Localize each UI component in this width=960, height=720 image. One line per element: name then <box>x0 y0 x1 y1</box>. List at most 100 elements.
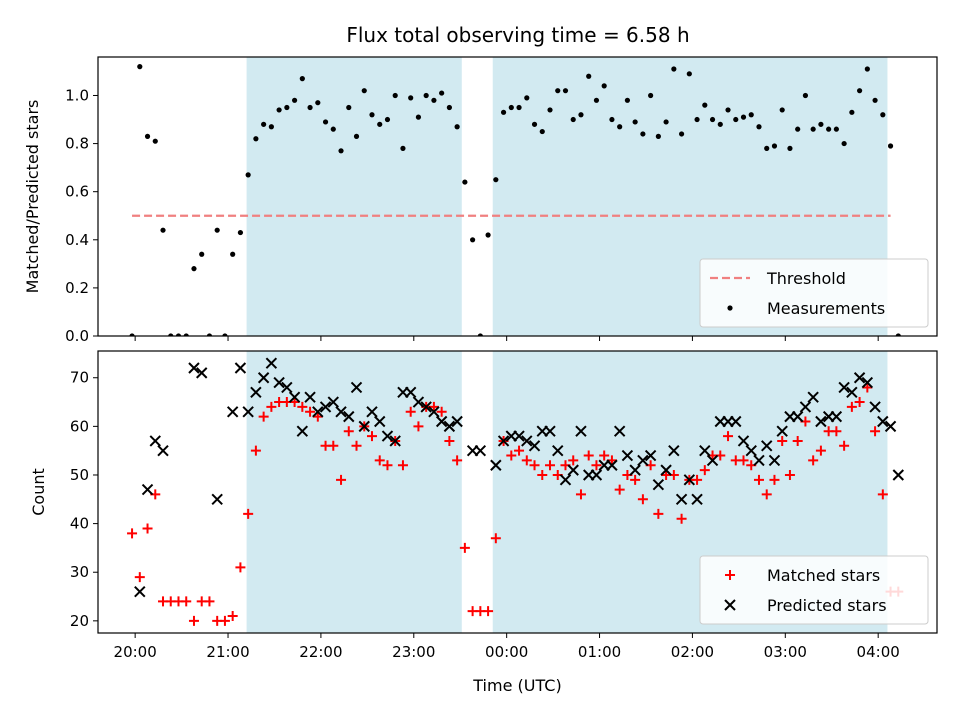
predicted-star-point <box>660 464 672 476</box>
measurement-point <box>261 121 267 127</box>
measurement-point <box>810 126 816 132</box>
measurement-point <box>493 177 499 183</box>
matched-star-point <box>243 508 254 519</box>
predicted-star-point <box>528 440 541 452</box>
measurement-point <box>276 107 282 113</box>
matched-star-point <box>506 450 517 461</box>
predicted-star-point <box>846 386 858 399</box>
measurement-point <box>144 133 151 139</box>
matched-star-point <box>854 397 865 408</box>
legend-marker <box>725 570 735 580</box>
predicted-star-point <box>420 401 432 413</box>
matched-star-point <box>521 455 532 466</box>
matched-star-point <box>382 460 393 471</box>
y-tick-label: 0.0 <box>65 327 89 345</box>
predicted-star-point <box>226 406 239 418</box>
measurement-point <box>431 97 437 103</box>
x-tick-label: 23:00 <box>392 643 435 661</box>
matched-star-point <box>266 401 277 412</box>
predicted-star-point <box>737 435 750 447</box>
y-tick-label: 20 <box>70 612 89 630</box>
measurement-point <box>841 140 847 147</box>
y-tick-label: 1.0 <box>65 86 89 104</box>
predicted-star-point <box>838 381 850 394</box>
predicted-star-point <box>877 415 889 428</box>
matched-star-point <box>188 615 199 626</box>
matched-star-point <box>397 460 408 471</box>
measurement-point <box>137 64 143 70</box>
matched-star-point <box>227 610 238 621</box>
matched-star-point <box>490 533 501 544</box>
legend-label: Measurements <box>767 299 885 318</box>
matched-star-point <box>336 474 347 485</box>
measurement-point <box>609 116 615 123</box>
measurement-point <box>423 92 429 99</box>
matched-star-point <box>599 450 610 461</box>
measurement-point <box>160 227 166 233</box>
predicted-star-point <box>613 425 626 437</box>
predicted-star-point <box>892 469 905 481</box>
measurement-point <box>671 66 677 72</box>
measurement-point <box>485 232 491 238</box>
measurement-point <box>470 237 476 243</box>
predicted-star-point <box>273 376 285 389</box>
matched-star-point <box>753 474 764 485</box>
measurement-point <box>462 179 468 185</box>
measurement-point <box>199 251 205 257</box>
legend-label: Matched stars <box>767 566 880 585</box>
predicted-star-point <box>188 362 200 374</box>
matched-star-point <box>761 489 772 500</box>
matched-star-point <box>723 431 734 442</box>
measurement-point <box>849 109 855 115</box>
measurement-point <box>756 124 762 130</box>
matched-star-point <box>808 455 819 466</box>
predicted-star-point <box>644 449 657 462</box>
measurement-point <box>392 92 398 99</box>
matched-star-point <box>297 401 308 412</box>
matched-star-point <box>258 411 269 422</box>
predicted-star-point <box>559 474 572 486</box>
y-tick-label: 40 <box>70 515 89 533</box>
predicted-star-point <box>745 444 757 457</box>
predicted-star-point <box>521 435 533 447</box>
predicted-star-point <box>381 430 394 442</box>
measurement-point <box>291 97 298 103</box>
legend-box <box>699 555 929 625</box>
matched-star-point <box>815 445 826 456</box>
matched-star-point <box>839 440 850 451</box>
measurement-point <box>439 90 445 96</box>
predicted-star-point <box>296 425 309 437</box>
observing-band-1 <box>246 57 462 336</box>
measurement-point <box>500 109 507 115</box>
matched-star-point <box>413 421 424 432</box>
measurement-point <box>578 112 584 118</box>
predicted-star-point <box>590 469 603 481</box>
predicted-star-point <box>753 454 765 467</box>
measurement-point <box>740 114 747 120</box>
matched-star-point <box>870 426 881 437</box>
matched-star-point <box>575 489 586 500</box>
predicted-star-point <box>768 454 781 467</box>
measurement-point <box>570 116 576 123</box>
matched-star-point <box>312 411 323 422</box>
predicted-star-point <box>435 415 448 428</box>
predicted-star-point <box>358 420 370 433</box>
predicted-star-point <box>575 425 587 437</box>
predicted-star-point <box>706 454 719 467</box>
y-tick-label: 0.2 <box>65 279 89 297</box>
plot-area <box>127 351 905 633</box>
measurement-point <box>857 88 863 94</box>
matched-star-point <box>777 435 788 446</box>
x-tick-label: 22:00 <box>299 643 342 661</box>
predicted-star-point <box>196 367 208 379</box>
matched-star-point <box>862 382 873 393</box>
measurement-point <box>353 133 360 139</box>
matched-star-point <box>676 513 687 524</box>
matched-star-point <box>630 474 641 485</box>
measurement-point <box>795 126 801 132</box>
predicted-star-point <box>134 585 146 598</box>
y-axis-label: Matched/Predicted stars <box>23 100 42 294</box>
predicted-star-point <box>389 435 401 447</box>
predicted-star-point <box>281 381 293 394</box>
measurement-point <box>655 133 661 139</box>
